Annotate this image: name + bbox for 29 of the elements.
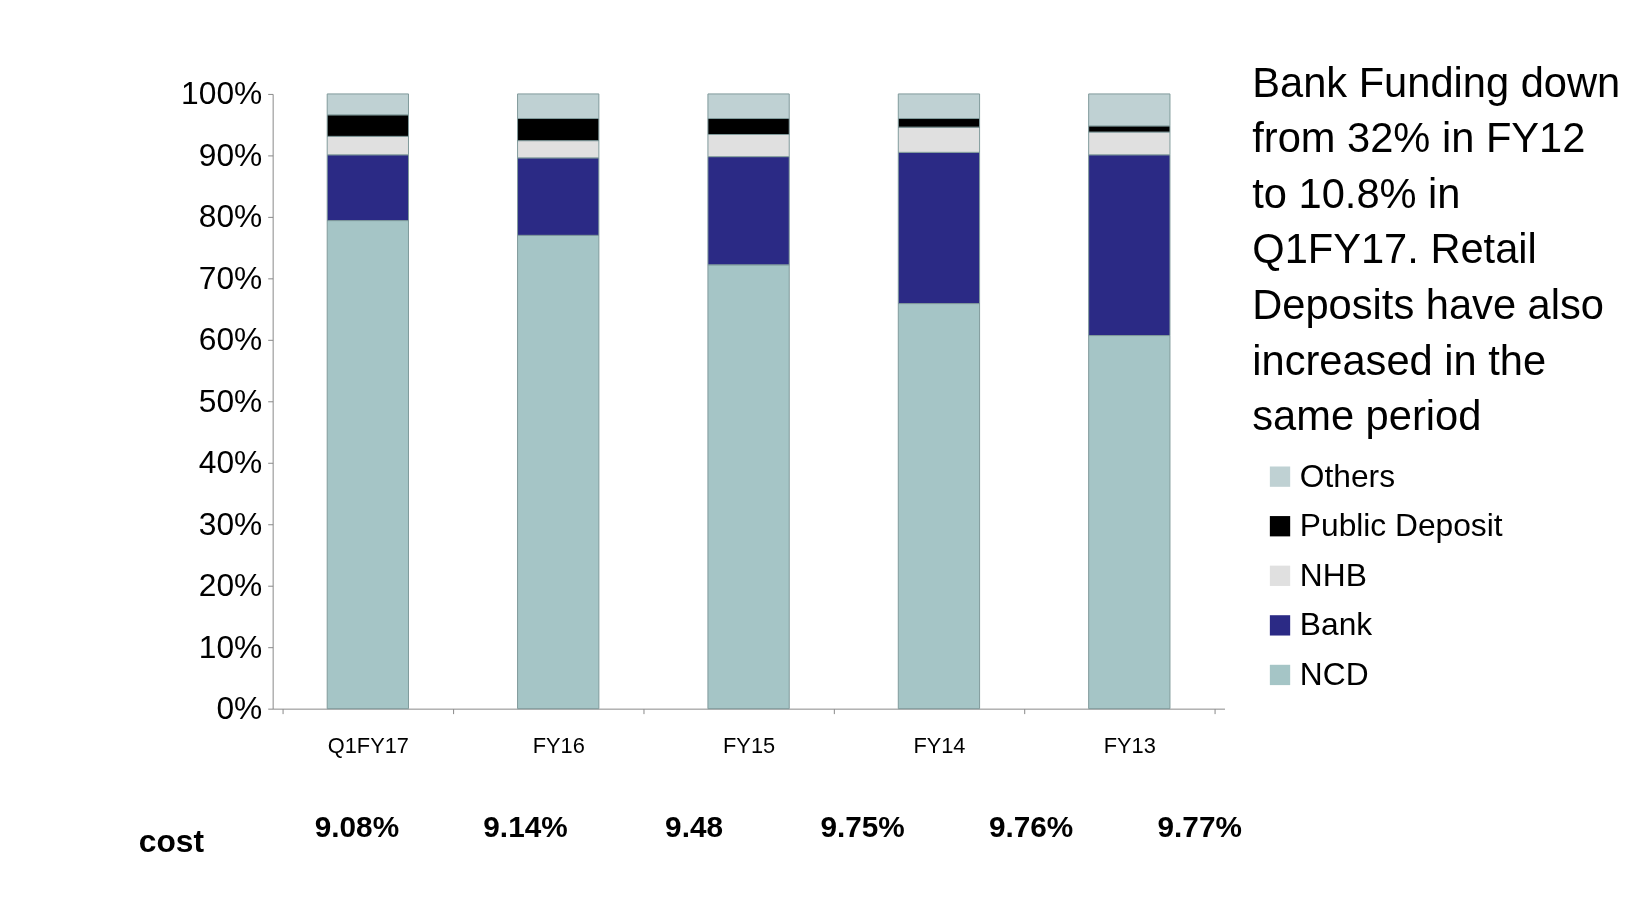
text: 9.08% <box>314 809 400 843</box>
text: 9.48 <box>665 809 723 843</box>
text: cost <box>138 823 205 860</box>
legend-label: Bank <box>1299 606 1373 643</box>
y-tick-label: 30% <box>198 505 263 542</box>
y-tick-label: 0% <box>216 690 263 727</box>
x-tick-label: Q1FY17 <box>327 732 409 758</box>
legend-label: NCD <box>1299 655 1369 692</box>
y-tick-label: 90% <box>198 136 263 173</box>
text: 9.76% <box>988 809 1074 843</box>
y-tick-label: 10% <box>198 628 263 665</box>
x-tick-label: FY16 <box>532 732 585 758</box>
legend-label: NHB <box>1299 556 1367 593</box>
y-tick-label: 60% <box>198 321 263 358</box>
text: 9.14% <box>483 809 568 843</box>
x-tick-label: FY13 <box>1103 732 1156 758</box>
y-tick-label: 100% <box>181 75 263 112</box>
y-tick-label: 80% <box>198 198 263 235</box>
x-tick-label: FY15 <box>723 732 776 758</box>
x-tick-label: FY14 <box>913 732 966 758</box>
text: 9.77% <box>1157 809 1242 843</box>
y-tick-label: 20% <box>198 567 263 604</box>
text: 9.75% <box>820 809 905 843</box>
legend-label: Others <box>1299 457 1396 494</box>
text: Bank Funding down from 32% in FY12 to 10.8% in Q1FY17. Retail Deposits have also increased in the same period <box>1252 58 1621 440</box>
y-tick-label: 40% <box>198 444 263 481</box>
legend-label: Public Deposit <box>1299 507 1503 544</box>
y-tick-label: 70% <box>198 259 263 296</box>
y-tick-label: 50% <box>198 382 263 419</box>
